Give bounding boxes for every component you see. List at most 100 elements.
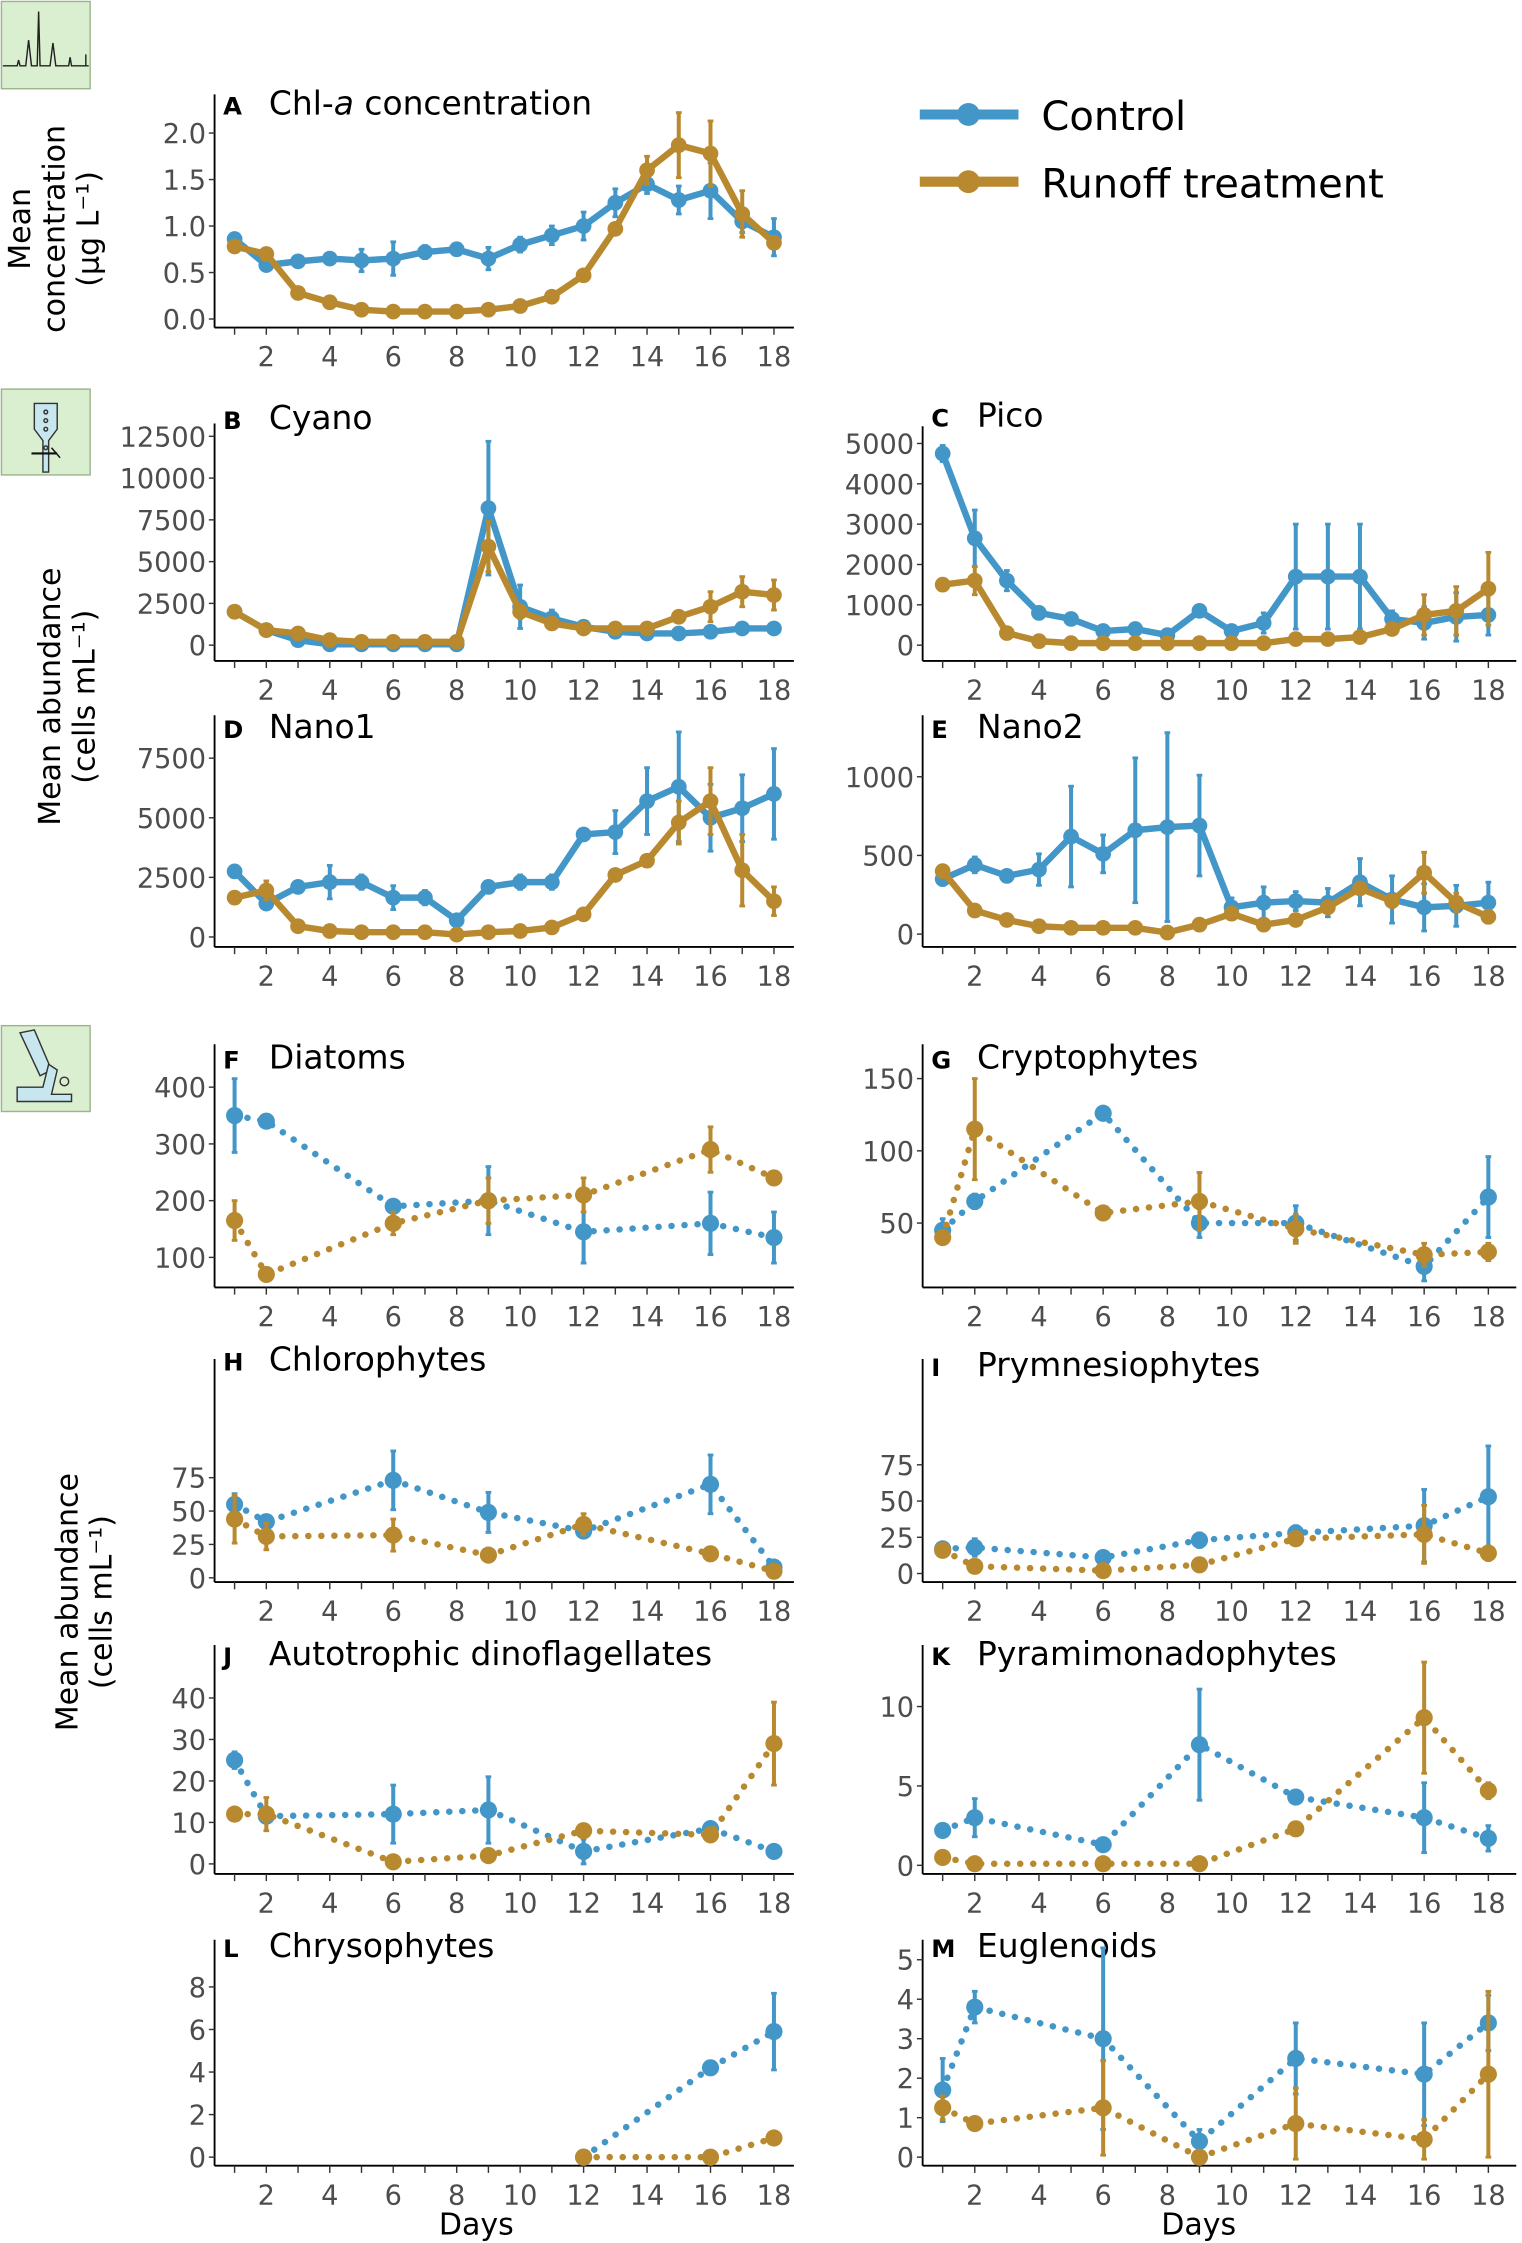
panel-b: 0 2500 5000 7500 10000 12500 2 4 6 8 10 12 14 16 18 B Cy… [120, 398, 794, 707]
series-line-control [939, 1493, 1492, 1561]
x-tick-label: 16 [1407, 1302, 1442, 1333]
data-point-runoff [1191, 635, 1208, 652]
x-tick-label: 2 [258, 1889, 275, 1920]
series-runoff [934, 550, 1497, 652]
x-tick-label: 8 [448, 1889, 465, 1920]
data-point-control [1094, 1548, 1112, 1567]
x-tick-label: 12 [566, 676, 601, 707]
y-tick-label: 20 [171, 1767, 206, 1798]
data-point-runoff [702, 793, 719, 809]
data-point-control [290, 879, 306, 895]
series-line-control [941, 822, 1489, 911]
x-tick-label: 6 [385, 1302, 402, 1333]
y-axis-title-line: Mean abundance [50, 1473, 85, 1731]
y-tick-label: 150 [862, 1065, 914, 1096]
x-tick-label: 12 [1278, 2180, 1313, 2211]
y-tick-label: 5000 [845, 429, 914, 460]
data-point-runoff [1319, 899, 1336, 916]
data-point-control [701, 1214, 720, 1232]
series-control [934, 1104, 1497, 1283]
x-tick-label: 16 [1407, 962, 1442, 993]
data-point-runoff [1287, 1220, 1305, 1238]
data-point-control [417, 889, 433, 906]
x-tick-label: 6 [385, 962, 402, 993]
series-line-runoff [939, 2071, 1492, 2161]
y-tick-label: 25 [171, 1530, 206, 1561]
data-point-control [934, 445, 951, 462]
series-line-runoff [939, 1124, 1492, 1259]
data-point-control [480, 250, 497, 267]
data-point-runoff [1415, 1709, 1433, 1727]
data-point-runoff [702, 145, 719, 162]
data-point-runoff [479, 1546, 497, 1564]
data-point-runoff [417, 924, 433, 941]
x-tick-label: 12 [1278, 1302, 1313, 1333]
data-point-control [257, 1112, 275, 1130]
x-tick-label: 18 [1471, 1597, 1506, 1628]
data-point-control [1031, 605, 1047, 621]
x-tick-label: 6 [385, 676, 402, 707]
data-point-control [766, 620, 782, 637]
data-point-runoff [226, 238, 243, 255]
data-point-runoff [1223, 635, 1240, 652]
panel-f: 100 200 300 400 2 4 6 8 10 12 14 16 18 F Diatoms [154, 1038, 794, 1333]
x-tick-label: 14 [630, 1302, 665, 1333]
x-tick-label: 6 [385, 2180, 402, 2211]
data-point-control [607, 194, 624, 211]
panel-title: Cyano [269, 398, 373, 437]
data-point-control [734, 620, 751, 637]
x-tick-label: 18 [1471, 1302, 1506, 1333]
y-tick-label: 8 [189, 1973, 206, 2004]
data-point-runoff [1287, 2115, 1305, 2133]
series-line-control [232, 783, 776, 924]
data-point-runoff [384, 1214, 402, 1232]
data-point-control [544, 874, 560, 891]
y-tick-label: 75 [171, 1464, 206, 1495]
legend-marker-control [956, 103, 980, 126]
y-tick-label: 10 [171, 1808, 206, 1839]
data-point-runoff [765, 2129, 783, 2147]
y-tick-label: 1000 [845, 591, 914, 622]
x-tick-label: 12 [1278, 962, 1313, 993]
panel-title: Diatoms [269, 1038, 406, 1077]
data-point-runoff [966, 1557, 984, 1575]
data-point-control [701, 2059, 720, 2077]
data-point-runoff [1416, 864, 1433, 881]
data-point-runoff [1479, 2065, 1497, 2083]
x-tick-label: 4 [1030, 2180, 1047, 2211]
series-line-control [939, 452, 1489, 639]
series-runoff [226, 1493, 783, 1580]
data-point-control [998, 868, 1015, 884]
panel-title: Nano1 [269, 707, 376, 746]
data-point-runoff [1190, 1556, 1209, 1574]
data-point-runoff [934, 1228, 952, 1247]
x-tick-label: 18 [757, 1597, 792, 1628]
x-tick-label: 12 [1278, 676, 1313, 707]
x-tick-label: 16 [693, 1597, 728, 1628]
legend-item-runoff: Runoff treatment [919, 161, 1384, 207]
x-tick-label: 6 [1095, 962, 1112, 993]
series-line-runoff [942, 577, 1491, 647]
x-tick-label: 16 [1407, 1597, 1442, 1628]
x-tick-label: 2 [258, 676, 275, 707]
series-control [575, 1991, 783, 2166]
data-point-control [448, 241, 465, 258]
y-axis-title-micro: Mean abundance (cells mL⁻¹) [50, 1473, 119, 1731]
data-point-runoff [639, 852, 655, 869]
series-control [934, 444, 1497, 643]
data-point-control [1191, 603, 1208, 619]
data-point-runoff [385, 633, 402, 650]
data-point-runoff [1479, 1544, 1497, 1562]
x-tick-label: 10 [1214, 1302, 1249, 1333]
flow-cytometer-icon [0, 388, 91, 476]
data-point-runoff [966, 572, 983, 589]
x-axis-title-right: Days [1161, 2207, 1236, 2242]
data-point-runoff [734, 206, 751, 222]
data-point-runoff [734, 862, 751, 879]
x-tick-label: 10 [1214, 1889, 1249, 1920]
series-runoff [934, 1503, 1497, 1580]
x-tick-label: 4 [1030, 962, 1047, 993]
x-tick-label: 4 [321, 676, 338, 707]
